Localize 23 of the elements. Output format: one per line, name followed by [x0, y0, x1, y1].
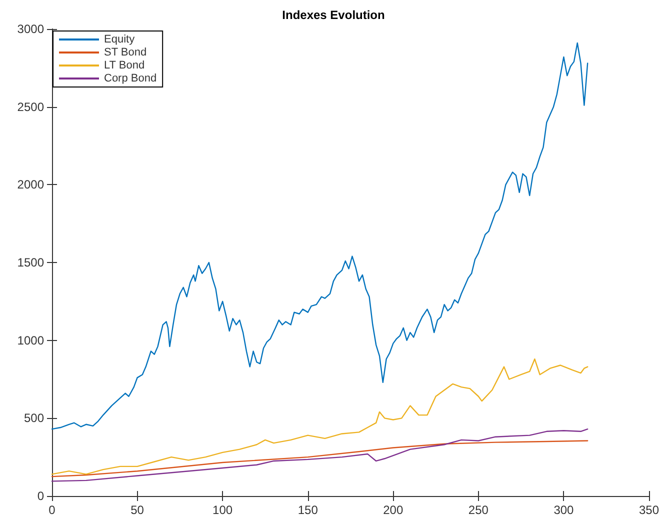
y-tick-label: 500: [24, 411, 44, 426]
line-series: [51, 428, 588, 482]
x-tick-label: 50: [130, 503, 144, 517]
y-tick-label: 1000: [17, 333, 44, 348]
x-tick-label: 250: [468, 503, 489, 517]
chart-title: Indexes Evolution: [282, 8, 385, 22]
x-tick-label: 200: [383, 503, 404, 517]
y-tick-label: 2000: [17, 178, 44, 192]
y-tick-label: 1500: [17, 256, 44, 270]
x-tick-label: 300: [554, 503, 574, 517]
legend-label: LT Bond: [104, 60, 145, 72]
legend-label: Equity: [104, 34, 136, 46]
line-series: [51, 440, 588, 478]
y-tick-label: 0: [37, 489, 44, 503]
legend-label: Corp Bond: [104, 72, 157, 84]
x-tick-label: 100: [212, 503, 233, 517]
y-tick-label: 2500: [17, 100, 44, 114]
legend-label: ST Bond: [104, 46, 147, 58]
x-tick-label: 350: [638, 503, 660, 517]
x-tick-label: 150: [298, 503, 318, 517]
y-tick-label: 3000: [17, 22, 44, 36]
x-tick-label: 0: [48, 503, 56, 517]
line-series: [51, 358, 588, 475]
